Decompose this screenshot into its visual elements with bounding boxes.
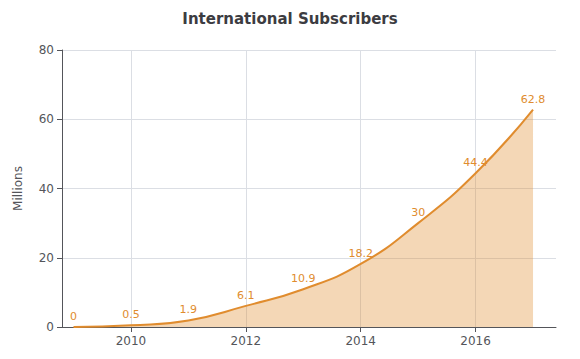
svg-text:2016: 2016 xyxy=(460,334,491,348)
svg-text:1.9: 1.9 xyxy=(180,303,198,316)
svg-text:6.1: 6.1 xyxy=(237,289,255,302)
svg-text:2012: 2012 xyxy=(231,334,262,348)
svg-text:0.5: 0.5 xyxy=(122,308,140,321)
svg-text:18.2: 18.2 xyxy=(348,247,373,260)
svg-text:International Subscribers: International Subscribers xyxy=(182,10,397,28)
svg-text:2010: 2010 xyxy=(116,334,147,348)
svg-text:20: 20 xyxy=(39,251,54,265)
svg-text:40: 40 xyxy=(39,182,54,196)
svg-text:0: 0 xyxy=(70,310,77,323)
svg-text:Millions: Millions xyxy=(11,166,25,211)
svg-text:30: 30 xyxy=(411,206,425,219)
svg-text:44.4: 44.4 xyxy=(463,156,488,169)
svg-text:0: 0 xyxy=(46,320,54,334)
svg-text:80: 80 xyxy=(39,43,54,57)
svg-text:60: 60 xyxy=(39,112,54,126)
svg-text:2014: 2014 xyxy=(345,334,376,348)
svg-text:10.9: 10.9 xyxy=(291,272,316,285)
svg-text:62.8: 62.8 xyxy=(521,93,546,106)
